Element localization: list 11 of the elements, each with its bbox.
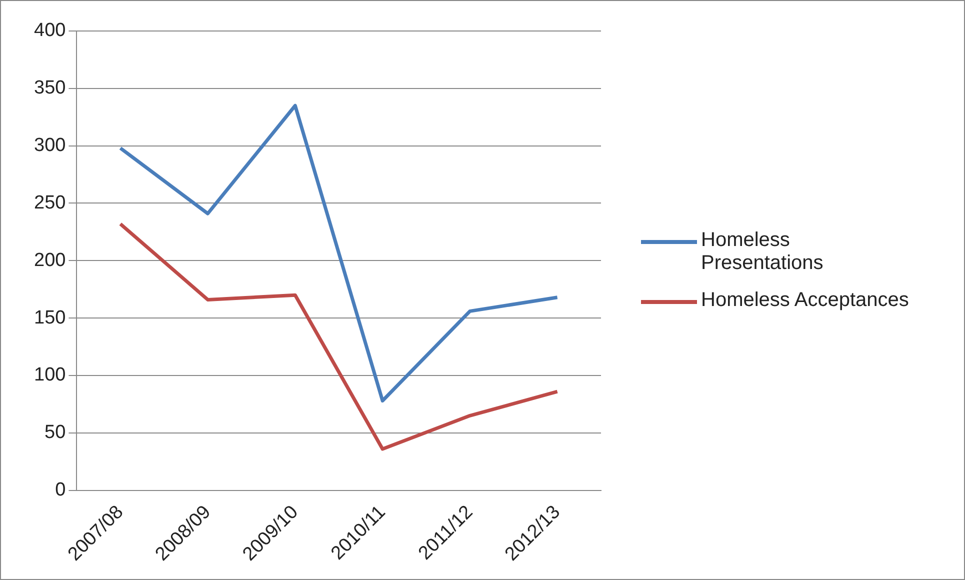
y-tick-label: 150 [34, 307, 66, 328]
y-tick-label: 250 [34, 192, 66, 214]
y-tick-label: 100 [34, 364, 66, 386]
y-tick-label: 350 [34, 78, 66, 99]
y-tick-label: 300 [34, 135, 66, 156]
y-tick-label: 0 [55, 480, 66, 501]
legend-label: Homeless Acceptances [701, 289, 909, 312]
y-tick-label: 200 [34, 250, 66, 271]
legend-label: Homeless Presentations [701, 229, 824, 275]
y-tick-label: 50 [44, 422, 66, 444]
y-tick-label: 400 [34, 20, 66, 42]
